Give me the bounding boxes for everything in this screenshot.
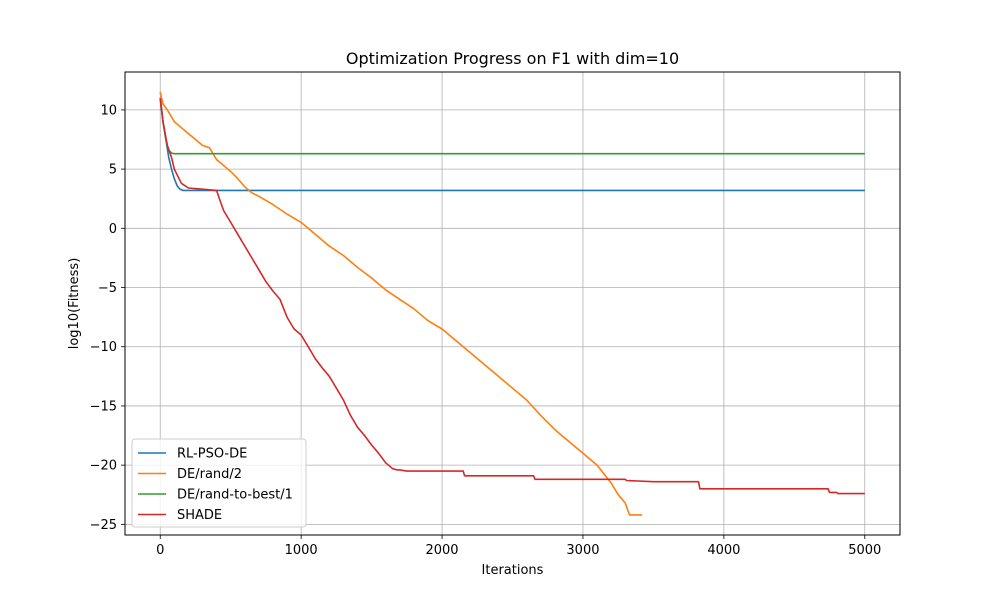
x-axis-ticks: 0 1000 2000 3000 4000 5000 <box>156 535 881 558</box>
y-tick-label: 5 <box>109 163 117 178</box>
legend-label-de-rand-to-best-1: DE/rand-to-best/1 <box>177 488 293 503</box>
series-layer <box>159 91 865 516</box>
x-tick-label: 2000 <box>425 543 458 558</box>
y-tick-label: −5 <box>98 281 117 296</box>
series-line-de-rand-2 <box>159 91 643 516</box>
x-tick-label: 0 <box>156 543 164 558</box>
y-tick-label: 10 <box>100 103 117 118</box>
x-tick-label: 1000 <box>285 543 318 558</box>
legend-label-shade: SHADE <box>177 508 222 523</box>
legend-label-rl-pso-de: RL-PSO-DE <box>177 447 247 462</box>
series-line-rl-pso-de <box>159 98 865 192</box>
legend: RL-PSO-DE DE/rand/2 DE/rand-to-best/1 SHADE <box>131 438 307 528</box>
y-tick-label: −25 <box>90 518 117 533</box>
legend-box <box>131 438 307 528</box>
legend-label-de-rand-2: DE/rand/2 <box>177 467 242 482</box>
y-tick-label: −20 <box>90 459 117 474</box>
x-axis-label: Iterations <box>482 563 544 578</box>
y-tick-label: −10 <box>90 340 117 355</box>
x-tick-label: 3000 <box>566 543 599 558</box>
y-tick-label: 0 <box>109 222 117 237</box>
y-tick-label: −15 <box>90 399 117 414</box>
x-tick-label: 4000 <box>707 543 740 558</box>
chart-title: Optimization Progress on F1 with dim=10 <box>346 49 679 68</box>
legend-items: RL-PSO-DE DE/rand/2 DE/rand-to-best/1 SHADE <box>138 447 293 523</box>
y-axis-label: log10(Fitness) <box>67 258 82 350</box>
series-line-shade <box>159 98 865 495</box>
y-axis-ticks: 10 5 0 −5 −10 −15 −20 −25 <box>90 103 125 533</box>
grid-layer <box>125 72 900 535</box>
plot-frame <box>124 71 901 536</box>
x-tick-label: 5000 <box>848 543 881 558</box>
